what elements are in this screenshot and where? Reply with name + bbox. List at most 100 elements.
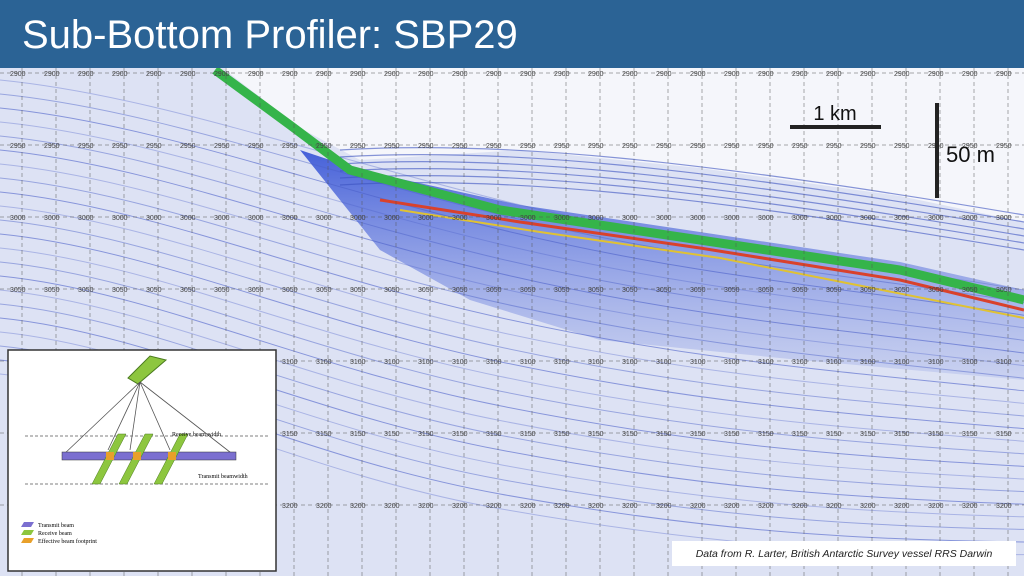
- depth-label: 3150: [452, 431, 468, 438]
- depth-label: 3000: [894, 215, 910, 222]
- depth-label: 3050: [146, 287, 162, 294]
- depth-label: 3000: [826, 215, 842, 222]
- depth-label: 2900: [78, 71, 94, 78]
- depth-label: 3050: [690, 287, 706, 294]
- depth-label: 2950: [10, 143, 26, 150]
- depth-label: 2900: [656, 71, 672, 78]
- reflector-line: [0, 93, 1024, 304]
- strong-reflector: [379, 198, 1024, 312]
- depth-label: 3200: [418, 503, 434, 510]
- depth-label: 3000: [180, 215, 196, 222]
- depth-label: 3000: [214, 215, 230, 222]
- scale-label: 1 km: [813, 103, 856, 125]
- depth-label: 3200: [622, 503, 638, 510]
- depth-label: 3050: [452, 287, 468, 294]
- depth-label: 3100: [588, 359, 604, 366]
- depth-label: 3000: [78, 215, 94, 222]
- depth-label: 3000: [860, 215, 876, 222]
- caption-box: [672, 541, 1016, 566]
- depth-label: 2900: [452, 71, 468, 78]
- depth-label: 3100: [996, 359, 1012, 366]
- legend-label: Receive beam: [38, 531, 72, 537]
- depth-label: 2950: [350, 143, 366, 150]
- depth-label: 2950: [962, 143, 978, 150]
- depth-label: 3150: [622, 431, 638, 438]
- depth-label: 3050: [44, 287, 60, 294]
- depth-label: 3150: [724, 431, 740, 438]
- depth-label: 2900: [10, 71, 26, 78]
- reflector-line: [0, 149, 1024, 354]
- depth-label: 2900: [724, 71, 740, 78]
- legend-swatch: [21, 530, 34, 535]
- reflector-line: [0, 135, 1024, 341]
- depth-label: 3000: [44, 215, 60, 222]
- depth-label: 3050: [724, 287, 740, 294]
- depth-label: 2900: [44, 71, 60, 78]
- footprints: [106, 452, 176, 460]
- reflector-line: [339, 167, 1024, 237]
- depth-label: 3200: [826, 503, 842, 510]
- depth-label: 3100: [826, 359, 842, 366]
- depth-label: 3050: [996, 287, 1012, 294]
- depth-label: 2950: [690, 143, 706, 150]
- depth-label: 3150: [996, 431, 1012, 438]
- depth-label: 2950: [418, 143, 434, 150]
- legend-swatch: [21, 522, 34, 527]
- depth-label: 3150: [928, 431, 944, 438]
- reflector-line: [0, 275, 1024, 467]
- depth-label: 3200: [894, 503, 910, 510]
- depth-label: 3100: [282, 359, 298, 366]
- depth-label: 3000: [928, 215, 944, 222]
- depth-label: 2900: [690, 71, 706, 78]
- depth-label: 3100: [520, 359, 536, 366]
- depth-label: 3050: [418, 287, 434, 294]
- depth-label: 3050: [656, 287, 672, 294]
- depth-label: 3050: [860, 287, 876, 294]
- inset-label: Receive beam width: [172, 432, 221, 438]
- reflector-line: [339, 153, 1024, 223]
- depth-label: 50 m: [946, 142, 995, 167]
- caption: Data from R. Larter, British Antarctic S…: [696, 548, 993, 560]
- depth-label: 3200: [588, 503, 604, 510]
- depth-label: 3200: [656, 503, 672, 510]
- depth-label: 2900: [316, 71, 332, 78]
- depth-label: 3200: [486, 503, 502, 510]
- depth-label: 2950: [282, 143, 298, 150]
- legend-swatch: [21, 538, 34, 543]
- depth-label: 3100: [894, 359, 910, 366]
- depth-label: 3000: [690, 215, 706, 222]
- depth-label: 3200: [316, 503, 332, 510]
- depth-label: 2950: [452, 143, 468, 150]
- depth-label: 3100: [316, 359, 332, 366]
- reflector-line: [0, 247, 1024, 442]
- depth-label: 3200: [384, 503, 400, 510]
- depth-label: 2950: [520, 143, 536, 150]
- reflector-line: [0, 107, 1024, 316]
- depth-label: 3150: [860, 431, 876, 438]
- inset: Receive beam width Transmit beamwidth Tr…: [7, 349, 277, 572]
- depth-label: 3050: [214, 287, 230, 294]
- depth-label: 3100: [962, 359, 978, 366]
- vessel: [127, 355, 168, 385]
- depth-label: 3050: [350, 287, 366, 294]
- depth-label: 3000: [758, 215, 774, 222]
- depth-label: 3050: [520, 287, 536, 294]
- depth-label: 3150: [758, 431, 774, 438]
- depth-label: 3100: [724, 359, 740, 366]
- depth-label: 3150: [656, 431, 672, 438]
- depth-label: 3200: [996, 503, 1012, 510]
- depth-label: 3150: [384, 431, 400, 438]
- depth-label: 3000: [962, 215, 978, 222]
- depth-label: 3200: [452, 503, 468, 510]
- reflector-line: [0, 289, 1024, 480]
- depth-label: 3050: [588, 287, 604, 294]
- depth-label: 3050: [316, 287, 332, 294]
- depth-label: 3050: [282, 287, 298, 294]
- depth-label: 3150: [350, 431, 366, 438]
- depth-label: 3000: [418, 215, 434, 222]
- depth-label: 2900: [180, 71, 196, 78]
- depth-label: 3150: [894, 431, 910, 438]
- depth-label: 3200: [928, 503, 944, 510]
- depth-label: 3050: [826, 287, 842, 294]
